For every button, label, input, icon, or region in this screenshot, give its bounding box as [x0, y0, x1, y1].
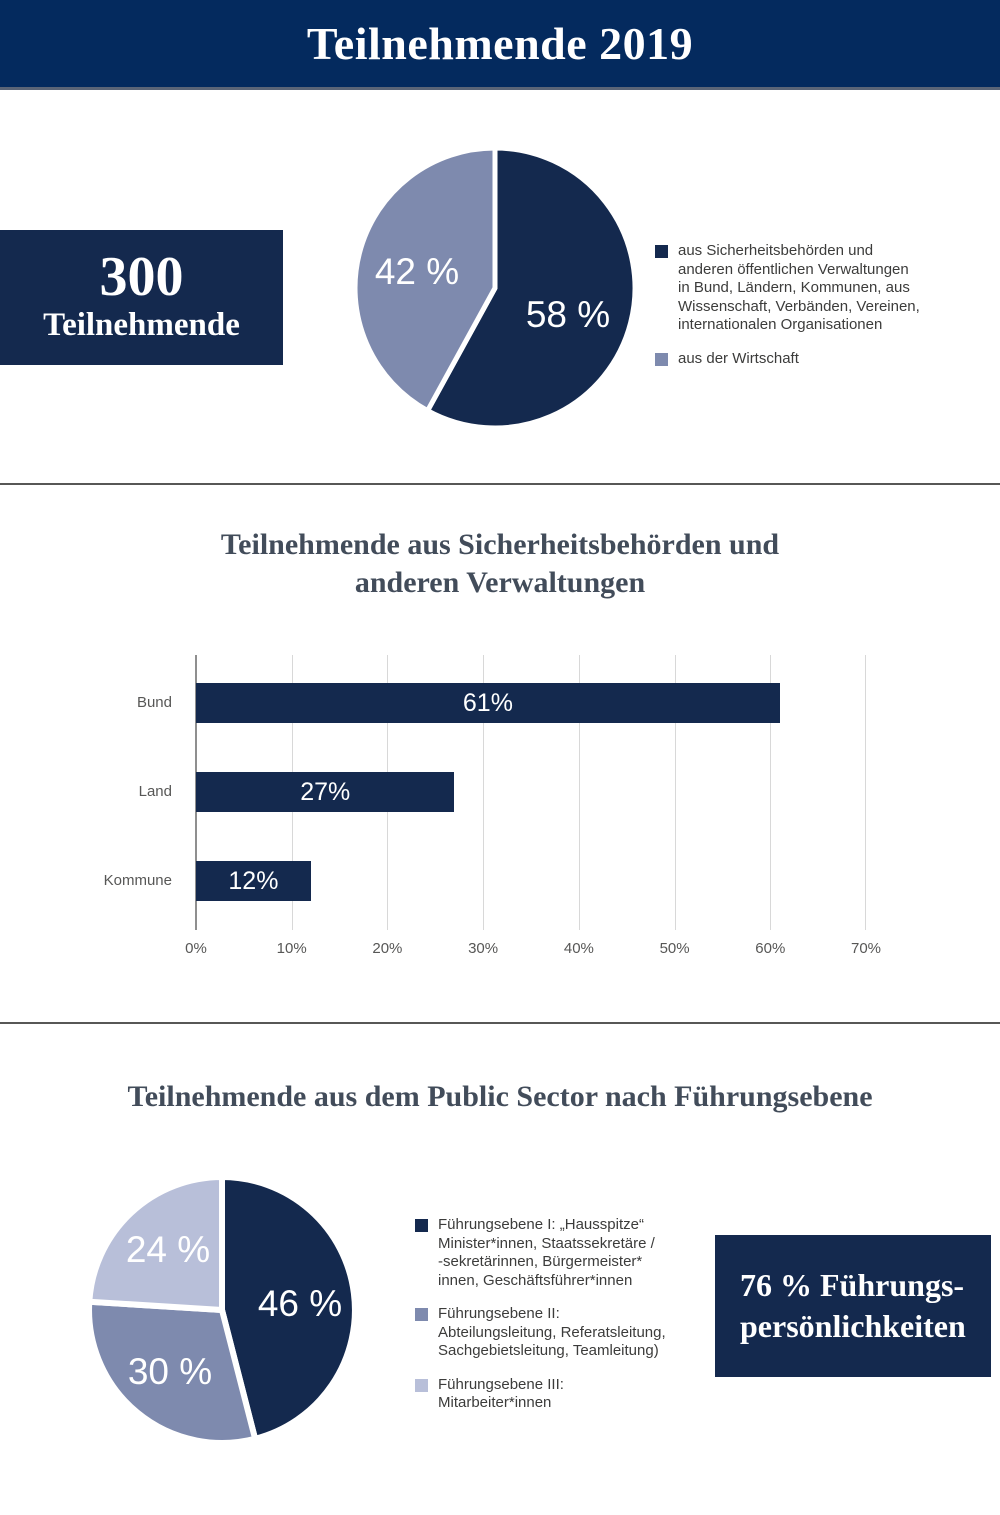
- legend-item-economy: aus der Wirtschaft: [655, 350, 985, 369]
- pie-slice-public-sector: [425, 145, 638, 431]
- category-label-kommune: Kommune: [103, 872, 172, 889]
- legend-line: Abteilungsleitung, Referatsleitung,: [438, 1323, 666, 1341]
- highlight-line: persönlichkeiten: [740, 1308, 966, 1344]
- category-label-land: Land: [138, 783, 172, 800]
- section-divider: [0, 483, 1000, 485]
- legend-line: aus der Wirtschaft: [678, 349, 799, 367]
- pie2-label-30: 30 %: [127, 1351, 213, 1392]
- x-tick-60: 60%: [755, 940, 786, 957]
- legend-text: Führungsebene III: Mitarbeiter*innen: [438, 1376, 564, 1413]
- legend-line: anderen öffentlichen Verwaltungen: [678, 260, 909, 278]
- bar-value-label: 12%: [228, 866, 279, 895]
- stat-label: Teilnehmende: [43, 306, 240, 343]
- stat-box: 300 Teilnehmende: [0, 230, 283, 365]
- bar-kommune: 12%: [196, 861, 311, 901]
- legend-line: aus Sicherheitsbehörden und: [678, 242, 874, 259]
- legend-line: Sachgebietsleitung, Teamleitung): [438, 1342, 659, 1359]
- page-title: Teilnehmende 2019: [306, 17, 694, 69]
- legend-text: aus der Wirtschaft: [678, 350, 799, 369]
- title-line: Teilnehmende aus Sicherheitsbehörden und: [220, 528, 780, 561]
- pie-slice-level2: [86, 1298, 259, 1446]
- pie-slice-level3: [86, 1174, 225, 1313]
- swatch-navy-icon: [415, 1219, 428, 1232]
- pie2-label-46: 46 %: [257, 1283, 343, 1324]
- bar-bund: 61%: [196, 683, 780, 723]
- legend-text: aus Sicherheitsbehörden und anderen öffe…: [678, 242, 920, 335]
- category-label-bund: Bund: [136, 694, 172, 711]
- swatch-medium-blue-icon: [655, 352, 668, 366]
- highlight-line: 76 % Führungs-: [740, 1267, 965, 1303]
- legend-line: Führungsebene II:: [438, 1305, 560, 1322]
- x-tick-70: 70%: [850, 940, 882, 957]
- gridline: [865, 655, 866, 930]
- pie1-label-58: 58 %: [525, 294, 611, 335]
- swatch-light-blue-icon: [415, 1378, 428, 1392]
- pie-slice-level1: [219, 1174, 358, 1442]
- pie-slice-economy: [352, 145, 498, 414]
- gridline: [770, 655, 772, 930]
- swatch-navy-icon: [655, 245, 668, 258]
- legend-line: internationalen Organisationen: [678, 316, 883, 333]
- legend-text: Führungsebene II: Abteilungsleitung, Ref…: [438, 1305, 666, 1361]
- highlight-box: 76 % Führungs- persönlichkeiten: [715, 1235, 991, 1377]
- bar-land: 27%: [196, 772, 455, 812]
- legend-line: innen, Geschäftsführer*innen: [438, 1271, 633, 1289]
- section-divider: [0, 1022, 1000, 1024]
- gridline: [578, 655, 580, 930]
- legend-line: Minister*innen, Staatssekretäre /: [438, 1234, 655, 1252]
- legend-line: in Bund, Ländern, Kommunen, aus: [678, 279, 910, 296]
- legend-leadership: Führungsebene I: „Hausspitze“ Minister*i…: [415, 1216, 745, 1428]
- bar-value-label: 61%: [462, 688, 513, 717]
- stat-value: 300: [99, 245, 184, 308]
- legend-sectors: aus Sicherheitsbehörden und anderen öffe…: [655, 242, 985, 383]
- pie-chart-leadership: [86, 1174, 358, 1446]
- bar-chart-title: Teilnehmende aus Sicherheitsbehörden und…: [0, 526, 1000, 602]
- x-tick-50: 50%: [659, 940, 690, 957]
- x-tick-10: 10%: [276, 940, 307, 957]
- legend-line: Führungsebene III:: [438, 1375, 564, 1393]
- legend-item-level3: Führungsebene III: Mitarbeiter*innen: [415, 1376, 745, 1413]
- gridline: [483, 655, 485, 930]
- title-line: anderen Verwaltungen: [354, 566, 646, 599]
- pie2-label-24: 24 %: [125, 1229, 211, 1270]
- bar-chart-plot-area: 61% 27% 12%: [195, 655, 866, 930]
- legend-item-public-sector: aus Sicherheitsbehörden und anderen öffe…: [655, 242, 985, 335]
- legend-line: -sekretärinnen, Bürgermeister*: [438, 1253, 643, 1270]
- pie-chart-sectors: [352, 145, 638, 431]
- legend-item-level2: Führungsebene II: Abteilungsleitung, Ref…: [415, 1305, 745, 1361]
- bar-value-label: 27%: [300, 777, 351, 806]
- x-tick-0: 0%: [185, 940, 207, 957]
- x-tick-30: 30%: [468, 940, 499, 957]
- x-tick-40: 40%: [563, 940, 594, 957]
- legend-item-level1: Führungsebene I: „Hausspitze“ Minister*i…: [415, 1216, 745, 1290]
- swatch-medium-blue-icon: [415, 1308, 428, 1321]
- pie1-label-42: 42 %: [374, 251, 460, 292]
- legend-line: Führungsebene I: „Hausspitze“: [438, 1216, 644, 1233]
- x-tick-20: 20%: [372, 940, 403, 957]
- legend-line: Wissenschaft, Verbänden, Vereinen,: [678, 297, 920, 315]
- legend-text: Führungsebene I: „Hausspitze“ Minister*i…: [438, 1216, 655, 1290]
- pie2-title: Teilnehmende aus dem Public Sector nach …: [127, 1080, 873, 1113]
- header-banner: Teilnehmende 2019: [0, 0, 1000, 90]
- gridline: [674, 655, 676, 930]
- legend-line: Mitarbeiter*innen: [438, 1394, 552, 1411]
